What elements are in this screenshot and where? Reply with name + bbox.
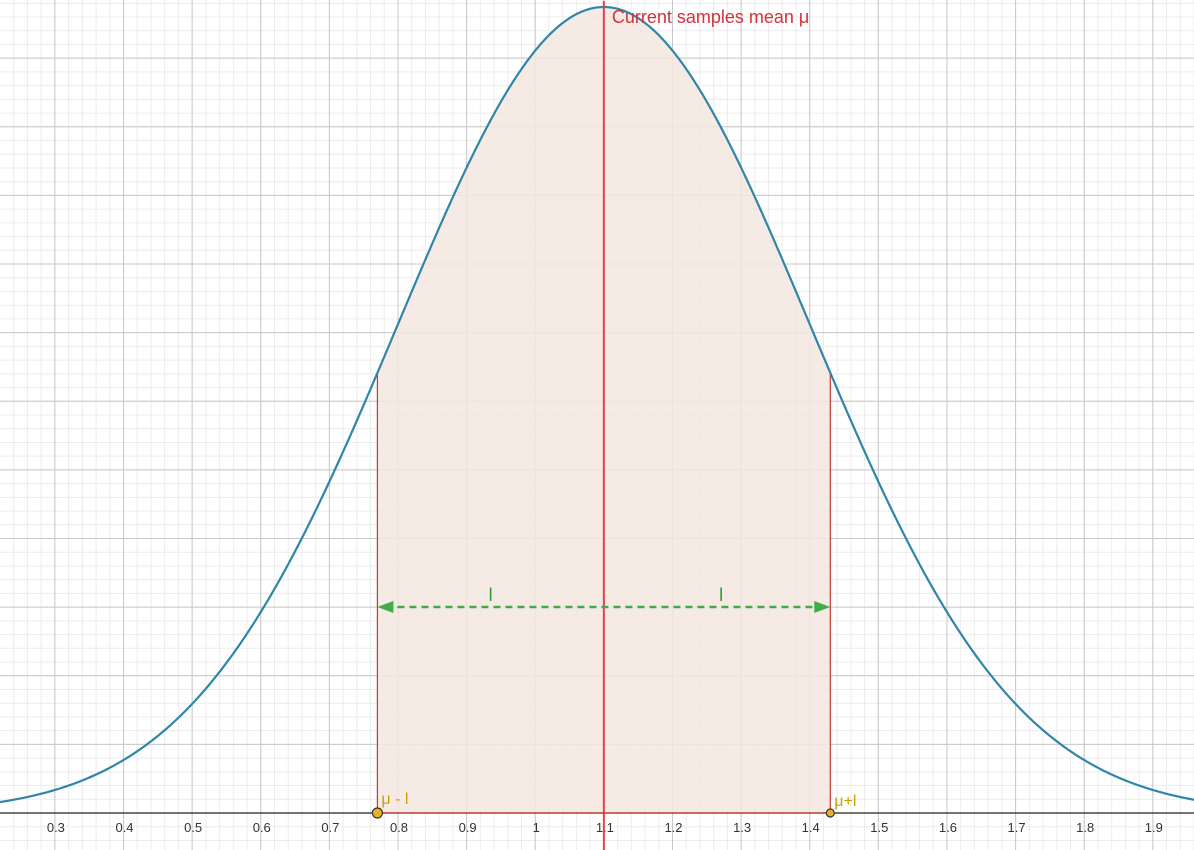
x-tick-label: 1.8 [1076, 820, 1094, 835]
lower-point-marker[interactable] [371, 807, 384, 819]
arrow-head-left [377, 601, 394, 613]
x-tick-label: 0.4 [115, 820, 133, 835]
x-tick-label: 1.9 [1145, 820, 1163, 835]
x-tick-label: 1.2 [664, 820, 682, 835]
x-axis-ticks: 0.30.40.50.60.70.80.911.11.21.31.41.51.6… [47, 820, 1163, 835]
arrow-head-right [814, 601, 831, 613]
x-tick-label: 0.3 [47, 820, 65, 835]
right-half-label: l [719, 585, 723, 605]
left-half-label: l [489, 585, 493, 605]
x-tick-label: 1 [533, 820, 540, 835]
x-tick-label: 0.5 [184, 820, 202, 835]
x-tick-label: 1.6 [939, 820, 957, 835]
x-tick-label: 0.9 [459, 820, 477, 835]
x-tick-label: 1.7 [1008, 820, 1026, 835]
lower-point-label: μ - l [381, 791, 408, 808]
x-tick-label: 0.7 [321, 820, 339, 835]
x-tick-label: 0.8 [390, 820, 408, 835]
x-tick-label: 1.4 [802, 820, 820, 835]
density-curve [0, 5, 1194, 804]
interval-arrows [377, 601, 831, 814]
upper-point-label: μ+l [834, 793, 856, 810]
x-tick-label: 1.3 [733, 820, 751, 835]
mean-label: Current samples mean μ [612, 7, 809, 27]
x-tick-label: 1.5 [870, 820, 888, 835]
x-tick-label: 0.6 [253, 820, 271, 835]
upper-point-marker[interactable] [825, 808, 835, 818]
